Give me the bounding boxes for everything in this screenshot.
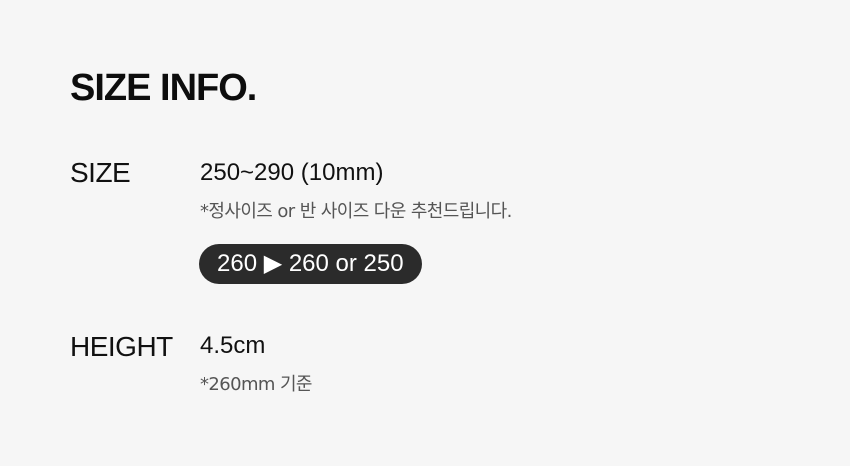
size-recommend-note: *정사이즈 or 반 사이즈 다운 추천드립니다. xyxy=(200,201,512,222)
height-basis-note: *260mm 기준 xyxy=(200,374,312,395)
page-title: SIZE INFO. xyxy=(70,67,257,109)
height-value: 4.5cm xyxy=(200,332,266,359)
size-label: SIZE xyxy=(70,157,131,188)
size-range-value: 250~290 (10mm) xyxy=(200,159,384,186)
height-label: HEIGHT xyxy=(70,331,173,362)
size-recommendation-badge: 260 ▶ 260 or 250 xyxy=(199,244,422,284)
